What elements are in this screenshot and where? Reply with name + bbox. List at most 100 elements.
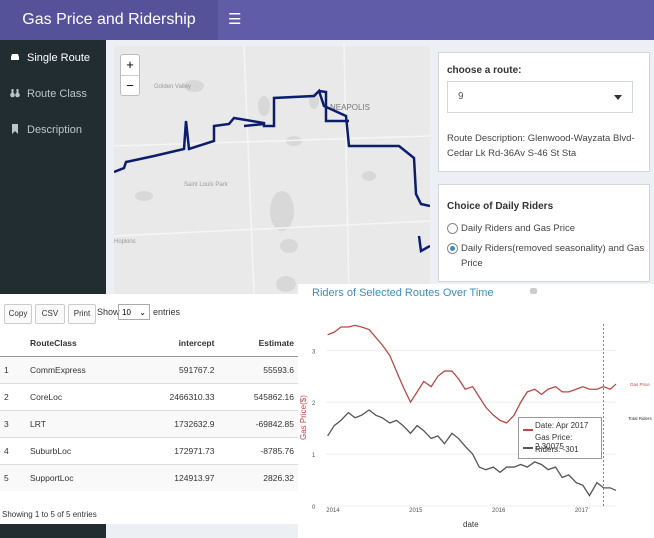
sidebar-item-single-route[interactable]: Single Route: [0, 40, 106, 76]
sidebar-item-route-class[interactable]: Route Class: [0, 76, 106, 112]
sidebar-item-description[interactable]: Description: [0, 112, 106, 148]
copy-button[interactable]: Copy: [4, 304, 32, 324]
column-header-estimate[interactable]: Estimate: [218, 330, 298, 357]
chart-tooltip: Date: Apr 2017 Gas Price: 2.30075 Riders…: [518, 417, 602, 459]
show-label: Show: [97, 307, 120, 317]
route-select[interactable]: 9: [447, 81, 633, 113]
table-cell: 545862.16: [218, 383, 298, 411]
riders-choice-title: Choice of Daily Riders: [447, 201, 554, 212]
table-cell: LRT: [26, 410, 132, 438]
car-icon: [11, 54, 19, 60]
y-tick-label: 1: [312, 453, 316, 459]
column-header-routeclass[interactable]: RouteClass: [26, 330, 132, 357]
x-tick-label: 2015: [409, 508, 423, 514]
x-axis-label: date: [463, 520, 479, 529]
chevron-down-icon: ⌄: [139, 308, 146, 317]
route-class-table-panel: Copy CSV Print Show 10 ⌄ entries RouteCl…: [0, 294, 298, 524]
table-row: 2 CoreLoc 2466310.33 545862.16: [0, 383, 298, 411]
column-header-index[interactable]: [0, 330, 26, 357]
table-cell: 591767.2: [131, 356, 219, 384]
map-canvas: Golden Valley NEAPOLIS Saint Louis Park …: [114, 46, 430, 294]
x-tick-label: 2016: [492, 508, 506, 514]
table-cell: 172971.73: [131, 437, 219, 465]
route-class-table: RouteClass intercept Estimate 1 CommExpr…: [0, 330, 298, 491]
camera-icon[interactable]: [530, 288, 537, 294]
entries-length-select[interactable]: 10 ⌄: [118, 304, 150, 320]
print-button[interactable]: Print: [68, 304, 96, 324]
table-cell: 2466310.33: [131, 383, 219, 411]
radio-label: Daily Riders and Gas Price: [461, 223, 576, 234]
map-label: NEAPOLIS: [330, 103, 370, 112]
table-cell: 124913.97: [131, 464, 219, 491]
table-cell: CoreLoc: [26, 383, 132, 411]
column-header-intercept[interactable]: intercept: [131, 330, 219, 357]
table-cell: CommExpress: [26, 356, 132, 384]
tooltip-gas-price: Gas Price: 2.30075: [535, 433, 573, 451]
table-cell: 5: [0, 464, 26, 491]
sidebar-item-label: Description: [27, 124, 83, 136]
table-row: 3 LRT 1732632.9 -69842.85: [0, 410, 298, 438]
chart-title: Riders of Selected Routes Over Time: [312, 287, 494, 299]
series-line-gas-price: [327, 324, 617, 424]
entries-length-value: 10: [122, 308, 131, 317]
table-cell: 3: [0, 410, 26, 438]
route-description: Route Description: Glenwood-Wayzata Blvd…: [447, 133, 635, 159]
top-header: Gas Price and Ridership ☰: [0, 0, 654, 40]
riders-chart-panel: Riders of Selected Routes Over Time 0 1 2 3…: [298, 284, 654, 538]
app-title: Gas Price and Ridership: [0, 0, 218, 40]
entries-label: entries: [153, 307, 181, 317]
radio-label: Daily Riders(removed seasonality) and Ga…: [461, 243, 645, 269]
table-cell: SuburbLoc: [26, 437, 132, 465]
tooltip-riders: Riders: -301: [535, 445, 579, 454]
route-select-value: 9: [458, 91, 464, 102]
x-tick-label: 2014: [326, 508, 340, 514]
table-header-row: RouteClass intercept Estimate: [0, 330, 298, 357]
map-label: Golden Valley: [154, 84, 191, 90]
route-map[interactable]: Golden Valley NEAPOLIS Saint Louis Park …: [114, 46, 430, 294]
table-cell: 1732632.9: [131, 410, 219, 438]
csv-button[interactable]: CSV: [35, 304, 65, 324]
route-line: [114, 88, 430, 208]
tooltip-riders-swatch: [523, 447, 533, 449]
menu-toggle-icon[interactable]: ☰: [228, 11, 242, 28]
radio-button[interactable]: [447, 223, 458, 234]
radio-button[interactable]: [447, 243, 458, 254]
map-zoom-control: + −: [120, 54, 140, 96]
table-cell: -69842.85: [218, 410, 298, 438]
table-cell: SupportLoc: [26, 464, 132, 491]
table-cell: 55593.6: [218, 356, 298, 384]
line-chart: 0 1 2 3 2014 2015 2016 2017 date Gas Price($) Gas …: [299, 324, 653, 529]
table-row: 5 SupportLoc 124913.97 2826.32: [0, 464, 298, 491]
table-cell: 2826.32: [218, 464, 298, 491]
route-chooser-box: choose a route: 9 Route Description: Gle…: [438, 52, 650, 172]
zoom-out-button[interactable]: −: [126, 78, 134, 93]
table-cell: 2: [0, 383, 26, 411]
series-end-label: Total Riders: [628, 416, 653, 421]
series-end-label: Gas Price: [630, 382, 650, 387]
sidebar-item-label: Route Class: [27, 88, 87, 100]
tooltip-date: Date: Apr 2017: [535, 421, 589, 430]
y-tick-label: 2: [312, 401, 316, 407]
y-tick-label: 0: [312, 505, 316, 511]
table-row: 1 CommExpress 591767.2 55593.6: [0, 356, 298, 384]
table-info: Showing 1 to 5 of 5 entries: [2, 510, 97, 519]
y-axis-label: Gas Price($): [299, 395, 308, 440]
series-line-riders: [327, 409, 617, 497]
tooltip-gas-swatch: [523, 429, 533, 431]
route-select-label: choose a route:: [447, 65, 522, 76]
chevron-down-icon: [614, 95, 622, 100]
x-tick-label: 2017: [575, 508, 589, 514]
bookmark-icon: [12, 124, 18, 134]
table-cell: -8785.76: [218, 437, 298, 465]
table-cell: 4: [0, 437, 26, 465]
map-label: Hopkins: [114, 239, 136, 245]
binoculars-icon: [10, 89, 20, 98]
y-tick-label: 3: [312, 349, 316, 355]
map-label: Saint Louis Park: [184, 182, 229, 188]
sidebar-item-label: Single Route: [27, 52, 90, 64]
riders-choice-box: Choice of Daily Riders Daily Riders and …: [438, 184, 650, 282]
table-cell: 1: [0, 356, 26, 384]
zoom-in-button[interactable]: +: [121, 55, 139, 76]
table-row: 4 SuburbLoc 172971.73 -8785.76: [0, 437, 298, 465]
route-branch-line: [243, 89, 430, 253]
